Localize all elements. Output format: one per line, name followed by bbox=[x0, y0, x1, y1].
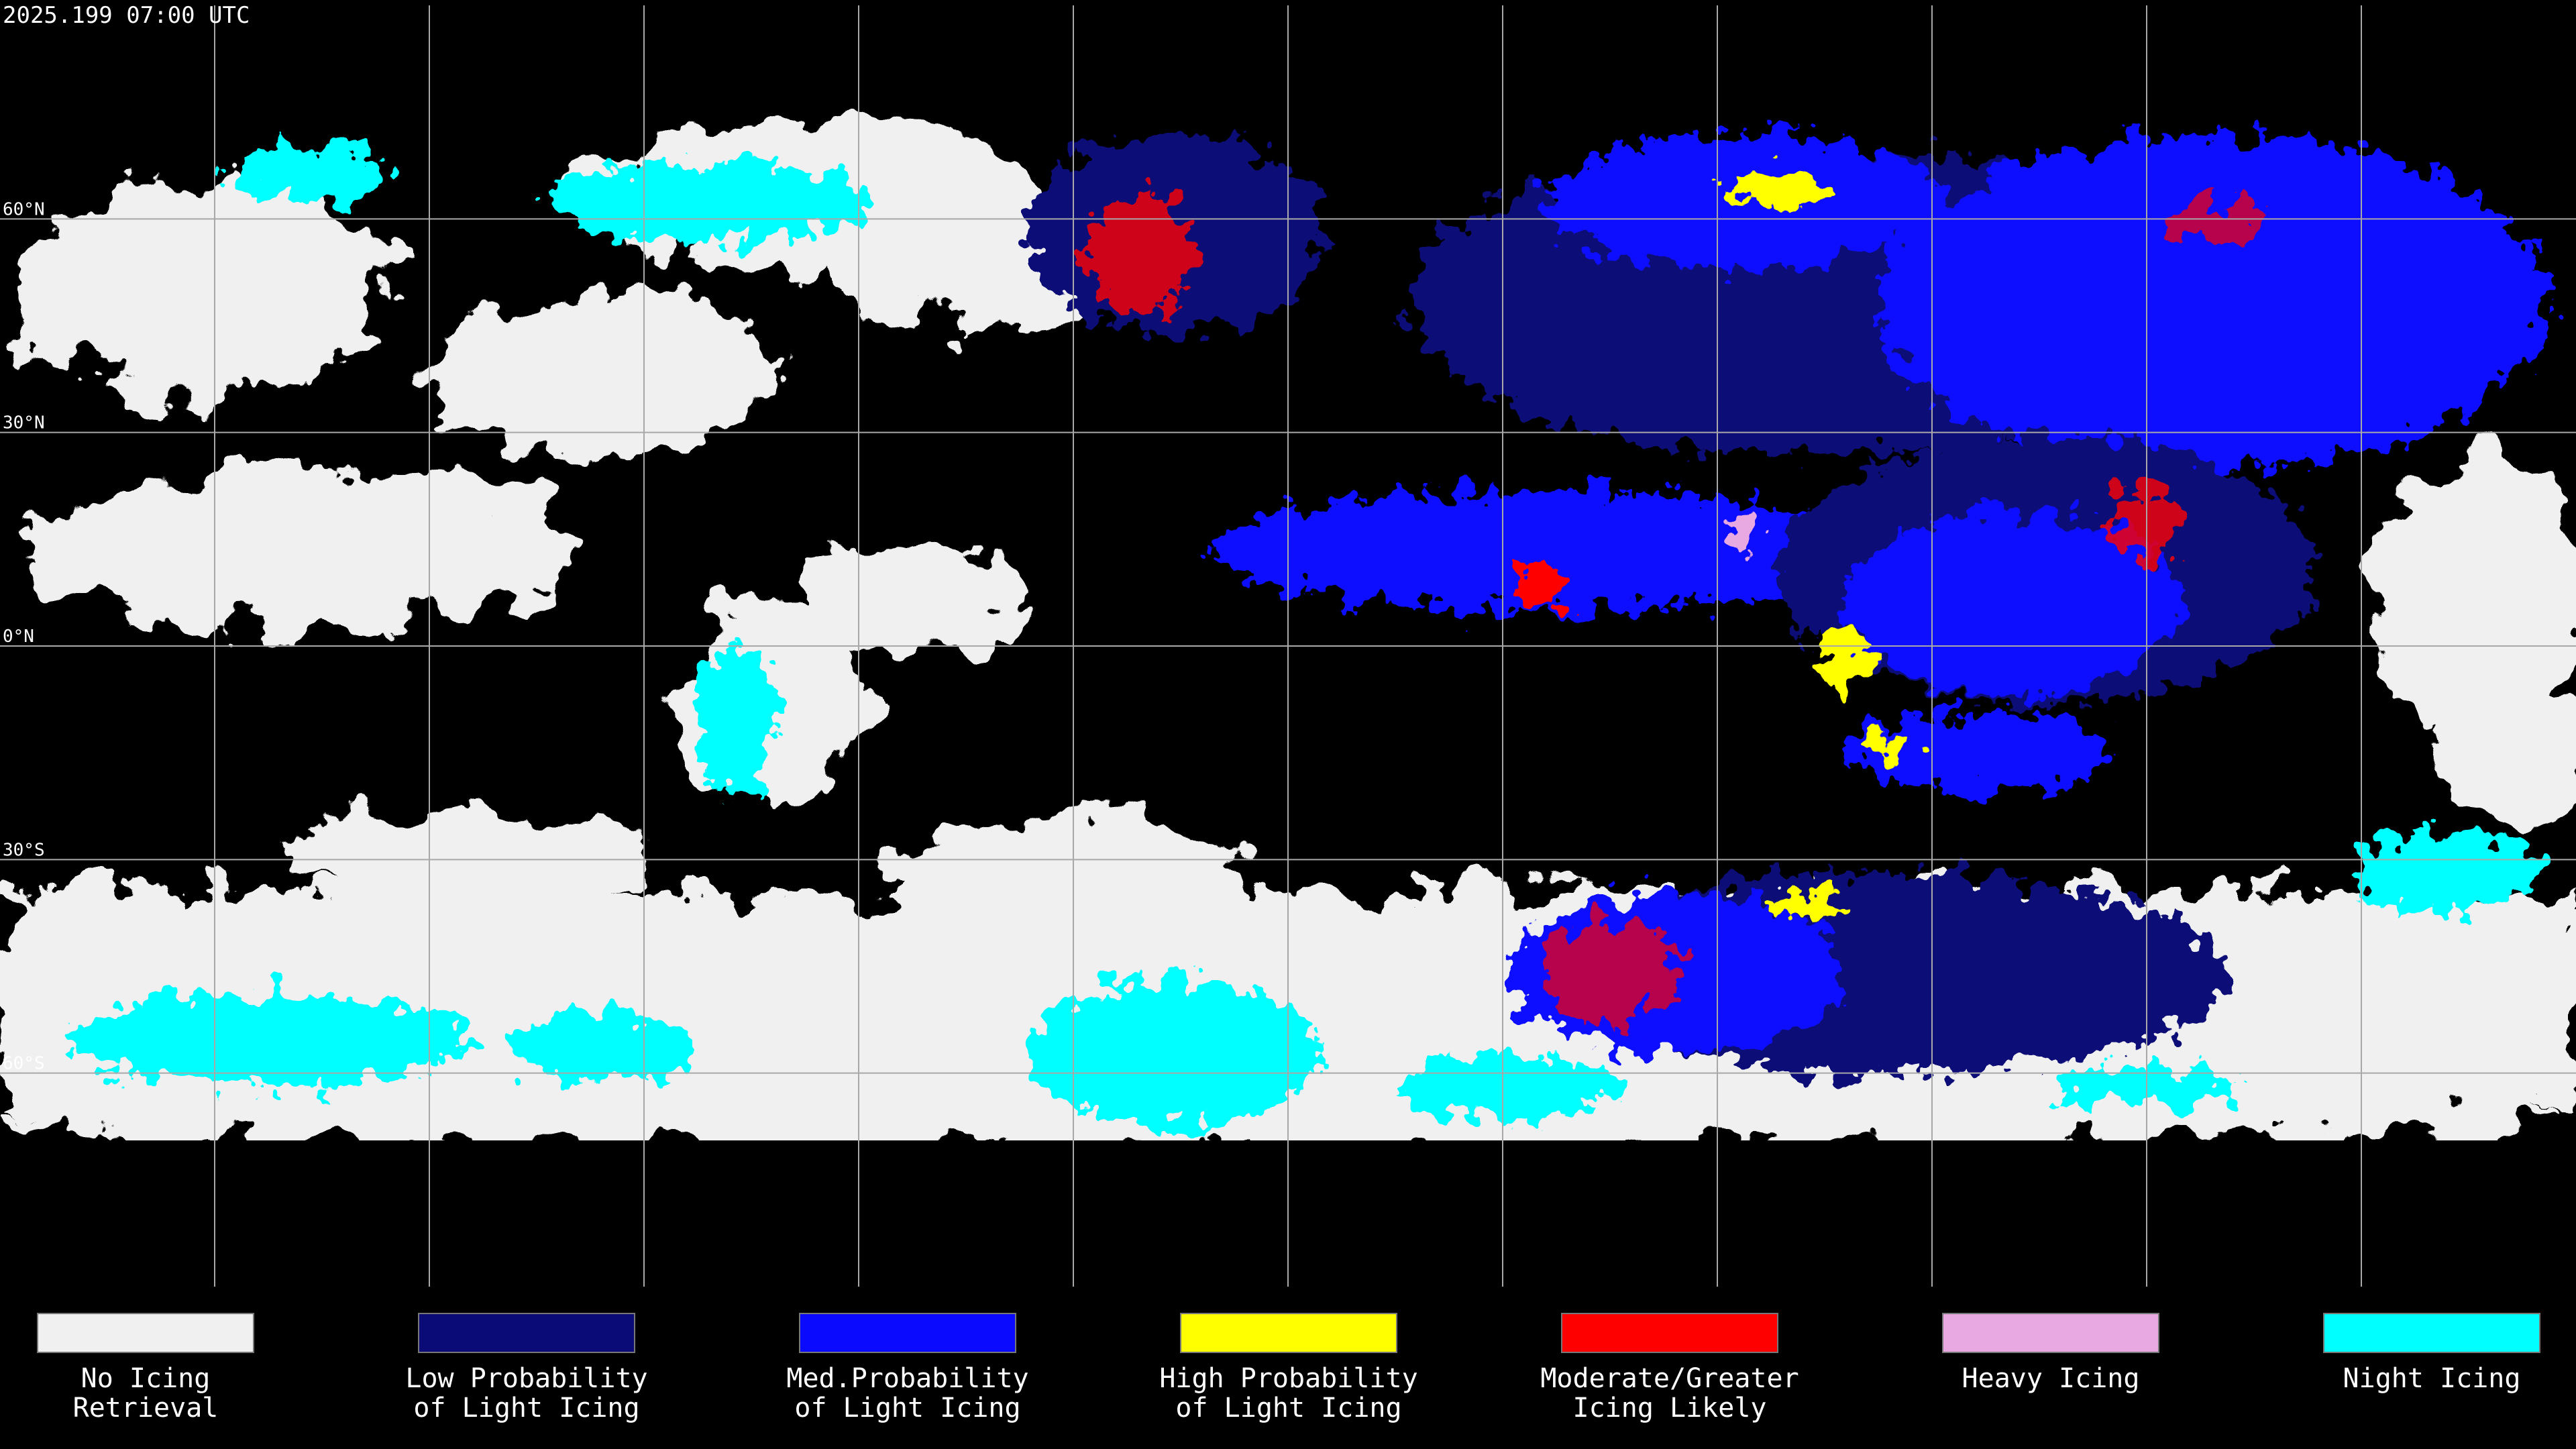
latitude-label: 30°N bbox=[3, 413, 45, 433]
latitude-labels: 60°N 30°N 0°N 30°S 60°S bbox=[3, 199, 45, 1073]
latitude-label: 60°S bbox=[3, 1054, 45, 1074]
legend-label: Moderate/Greater bbox=[1540, 1363, 1799, 1394]
legend-swatch bbox=[1180, 1313, 1397, 1353]
legend-label: Icing Likely bbox=[1573, 1393, 1767, 1424]
legend-swatch bbox=[1942, 1313, 2159, 1353]
legend-label: Heavy Icing bbox=[1962, 1363, 2140, 1394]
legend-label: Low Probability bbox=[405, 1363, 647, 1394]
latitude-label: 30°S bbox=[3, 840, 45, 860]
legend-label: of Light Icing bbox=[1175, 1393, 1401, 1424]
legend-swatch bbox=[418, 1313, 635, 1353]
timestamp-title: 2025.199 07:00 UTC bbox=[3, 2, 250, 29]
high-icing-spots bbox=[1087, 168, 2267, 1026]
latitude-label: 0°N bbox=[3, 627, 34, 647]
legend-label: of Light Icing bbox=[794, 1393, 1020, 1424]
legend-label: No Icing bbox=[81, 1363, 211, 1394]
graticule bbox=[0, 5, 2576, 1287]
legend-swatch bbox=[37, 1313, 254, 1353]
icing-probability-clouds bbox=[1026, 134, 2549, 1073]
legend-label: Med.Probability bbox=[786, 1363, 1028, 1394]
legend-swatch bbox=[2323, 1313, 2540, 1353]
legend-label: High Probability bbox=[1159, 1363, 1417, 1394]
legend-swatch bbox=[799, 1313, 1016, 1353]
map-area: 60°N 30°N 0°N 30°S 60°S bbox=[0, 5, 2576, 1287]
latitude-label: 60°N bbox=[3, 199, 45, 219]
legend-label: Night Icing bbox=[2343, 1363, 2521, 1394]
legend-label: Retrieval bbox=[73, 1393, 219, 1424]
legend-label: of Light Icing bbox=[413, 1393, 639, 1424]
night-icing-clouds bbox=[67, 148, 2542, 1127]
legend-swatch bbox=[1561, 1313, 1778, 1353]
